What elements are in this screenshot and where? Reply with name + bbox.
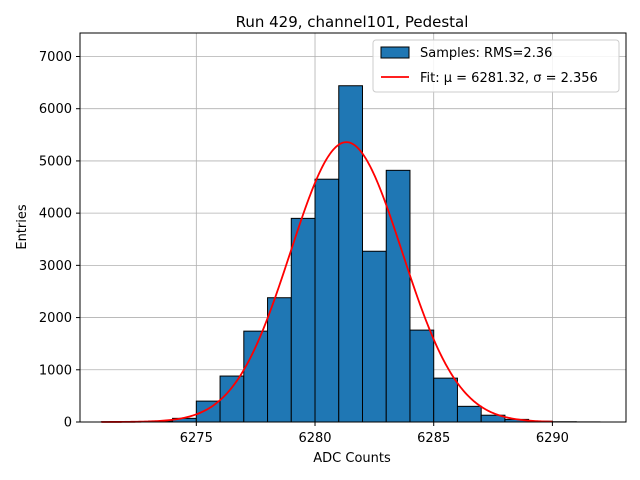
y-tick-label: 5000 <box>39 154 72 169</box>
x-axis-ticks: 6275 6280 6285 6290 <box>180 422 569 446</box>
histogram-bar <box>385 169 411 423</box>
histogram-bar <box>433 377 458 423</box>
y-tick-label: 2000 <box>39 311 72 326</box>
gaussian-fit-line <box>101 141 553 423</box>
y-tick-label: 0 <box>64 416 72 431</box>
x-tick-label: 6290 <box>536 431 569 446</box>
histogram-bar <box>267 297 292 423</box>
legend-label-samples: Samples: RMS=2.36 <box>420 46 552 61</box>
chart-title: Run 429, channel101, Pedestal <box>236 13 469 31</box>
histogram-bar <box>314 178 340 423</box>
histogram-bar <box>195 400 221 423</box>
y-axis-label: Entries <box>15 204 30 250</box>
legend-box <box>372 39 620 93</box>
y-tick-label: 4000 <box>39 207 72 222</box>
y-tick-label: 3000 <box>39 259 72 274</box>
histogram-bar <box>361 250 387 423</box>
x-tick-label: 6275 <box>180 431 213 446</box>
legend: Samples: RMS=2.36 Fit: μ = 6281.32, σ = … <box>372 39 620 93</box>
y-tick-label: 7000 <box>39 50 72 65</box>
x-tick-label: 6285 <box>417 431 450 446</box>
histogram-bar <box>409 329 435 423</box>
axes-frame <box>79 32 627 423</box>
y-axis-ticks: 0 1000 2000 3000 4000 5000 6000 7000 <box>39 50 80 431</box>
y-tick-label: 6000 <box>39 102 72 117</box>
histogram-bar <box>219 375 245 423</box>
legend-label-fit: Fit: μ = 6281.32, σ = 2.356 <box>420 71 598 86</box>
legend-swatch-samples <box>380 46 410 59</box>
histogram-bars <box>100 85 601 423</box>
histogram-bar <box>338 85 363 423</box>
y-tick-label: 1000 <box>39 363 72 378</box>
x-axis-label: ADC Counts <box>313 451 391 466</box>
histogram-bar <box>290 217 316 423</box>
x-tick-label: 6280 <box>298 431 331 446</box>
histogram-bar <box>456 405 482 423</box>
